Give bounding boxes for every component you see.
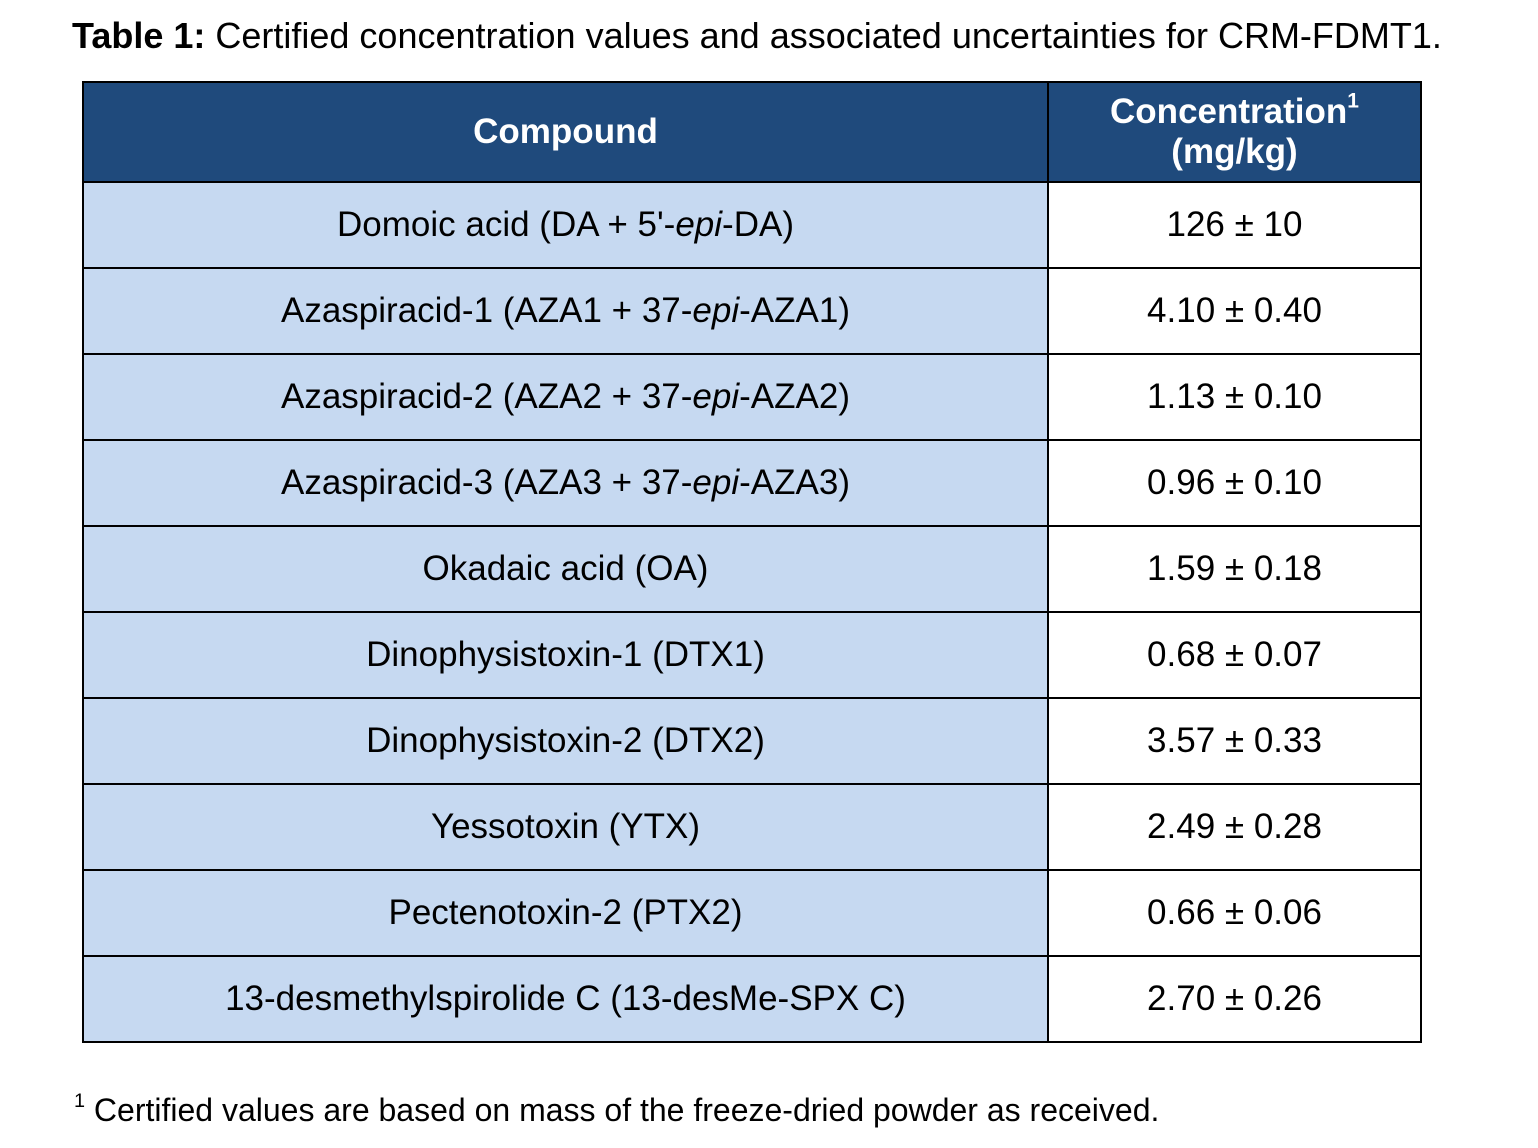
table-row: Dinophysistoxin-2 (DTX2) 3.57 ± 0.33 bbox=[82, 697, 1422, 785]
table-row: Domoic acid (DA + 5'-epi-DA) 126 ± 10 bbox=[82, 181, 1422, 269]
compound-epimer-prefix: epi bbox=[692, 291, 740, 330]
header-concentration-unit: (mg/kg) bbox=[1171, 132, 1298, 171]
table-body: Domoic acid (DA + 5'-epi-DA) 126 ± 10 Azas… bbox=[82, 181, 1422, 1043]
concentration-cell: 0.68 ± 0.07 bbox=[1047, 611, 1422, 699]
caption-label: Table 1: bbox=[72, 15, 206, 56]
compound-cell: 13-desmethylspirolide C (13-desMe-SPX C) bbox=[82, 955, 1049, 1043]
table-row: Okadaic acid (OA) 1.59 ± 0.18 bbox=[82, 525, 1422, 613]
table-row: Yessotoxin (YTX) 2.49 ± 0.28 bbox=[82, 783, 1422, 871]
table-caption: Table 1: Certified concentration values … bbox=[72, 14, 1442, 58]
table-row: 13-desmethylspirolide C (13-desMe-SPX C)… bbox=[82, 955, 1422, 1043]
header-concentration: Concentration1 (mg/kg) bbox=[1047, 81, 1422, 183]
table-header-row: Compound Concentration1 (mg/kg) bbox=[82, 81, 1422, 183]
compound-text: Yessotoxin (YTX) bbox=[430, 807, 701, 846]
header-footnote-marker: 1 bbox=[1347, 89, 1359, 113]
compound-cell: Azaspiracid-1 (AZA1 + 37-epi-AZA1) bbox=[82, 267, 1049, 355]
compound-text: -AZA3) bbox=[739, 463, 850, 502]
concentration-cell: 1.59 ± 0.18 bbox=[1047, 525, 1422, 613]
compound-text: Azaspiracid-2 (AZA2 + 37- bbox=[281, 377, 693, 416]
concentration-cell: 1.13 ± 0.10 bbox=[1047, 353, 1422, 441]
compound-epimer-prefix: epi bbox=[675, 205, 723, 244]
compound-text: Azaspiracid-1 (AZA1 + 37- bbox=[281, 291, 693, 330]
concentration-cell: 3.57 ± 0.33 bbox=[1047, 697, 1422, 785]
compound-text: Domoic acid (DA + 5'- bbox=[337, 205, 676, 244]
compound-text: Azaspiracid-3 (AZA3 + 37- bbox=[281, 463, 693, 502]
concentration-cell: 0.66 ± 0.06 bbox=[1047, 869, 1422, 957]
table-row: Azaspiracid-3 (AZA3 + 37-epi-AZA3) 0.96 ±… bbox=[82, 439, 1422, 527]
compound-text: Dinophysistoxin-1 (DTX1) bbox=[366, 635, 765, 674]
table-row: Dinophysistoxin-1 (DTX1) 0.68 ± 0.07 bbox=[82, 611, 1422, 699]
compound-text: -DA) bbox=[722, 205, 794, 244]
compound-text: Pectenotoxin-2 (PTX2) bbox=[388, 893, 743, 932]
table-row: Azaspiracid-1 (AZA1 + 37-epi-AZA1) 4.10 ±… bbox=[82, 267, 1422, 355]
concentration-cell: 4.10 ± 0.40 bbox=[1047, 267, 1422, 355]
certified-values-table: Compound Concentration1 (mg/kg) Domoic ac… bbox=[82, 81, 1422, 1043]
compound-cell: Pectenotoxin-2 (PTX2) bbox=[82, 869, 1049, 957]
concentration-cell: 126 ± 10 bbox=[1047, 181, 1422, 269]
compound-cell: Dinophysistoxin-1 (DTX1) bbox=[82, 611, 1049, 699]
compound-cell: Yessotoxin (YTX) bbox=[82, 783, 1049, 871]
compound-text: -AZA2) bbox=[739, 377, 850, 416]
concentration-cell: 0.96 ± 0.10 bbox=[1047, 439, 1422, 527]
compound-epimer-prefix: epi bbox=[692, 463, 740, 502]
compound-cell: Azaspiracid-2 (AZA2 + 37-epi-AZA2) bbox=[82, 353, 1049, 441]
footnote: 1 Certified values are based on mass of … bbox=[74, 1090, 1159, 1130]
concentration-cell: 2.49 ± 0.28 bbox=[1047, 783, 1422, 871]
footnote-text: Certified values are based on mass of th… bbox=[85, 1092, 1160, 1128]
footnote-marker: 1 bbox=[74, 1090, 86, 1113]
compound-text: Dinophysistoxin-2 (DTX2) bbox=[366, 721, 765, 760]
caption-text: Certified concentration values and assoc… bbox=[205, 15, 1442, 56]
compound-text: 13-desmethylspirolide C (13-desMe-SPX C) bbox=[225, 979, 906, 1018]
compound-text: -AZA1) bbox=[739, 291, 850, 330]
compound-cell: Domoic acid (DA + 5'-epi-DA) bbox=[82, 181, 1049, 269]
compound-cell: Okadaic acid (OA) bbox=[82, 525, 1049, 613]
concentration-cell: 2.70 ± 0.26 bbox=[1047, 955, 1422, 1043]
compound-cell: Azaspiracid-3 (AZA3 + 37-epi-AZA3) bbox=[82, 439, 1049, 527]
table-row: Pectenotoxin-2 (PTX2) 0.66 ± 0.06 bbox=[82, 869, 1422, 957]
compound-epimer-prefix: epi bbox=[692, 377, 740, 416]
header-concentration-label: Concentration bbox=[1110, 92, 1348, 131]
header-compound: Compound bbox=[82, 81, 1049, 183]
table-row: Azaspiracid-2 (AZA2 + 37-epi-AZA2) 1.13 ±… bbox=[82, 353, 1422, 441]
compound-text: Okadaic acid (OA) bbox=[422, 549, 709, 588]
compound-cell: Dinophysistoxin-2 (DTX2) bbox=[82, 697, 1049, 785]
